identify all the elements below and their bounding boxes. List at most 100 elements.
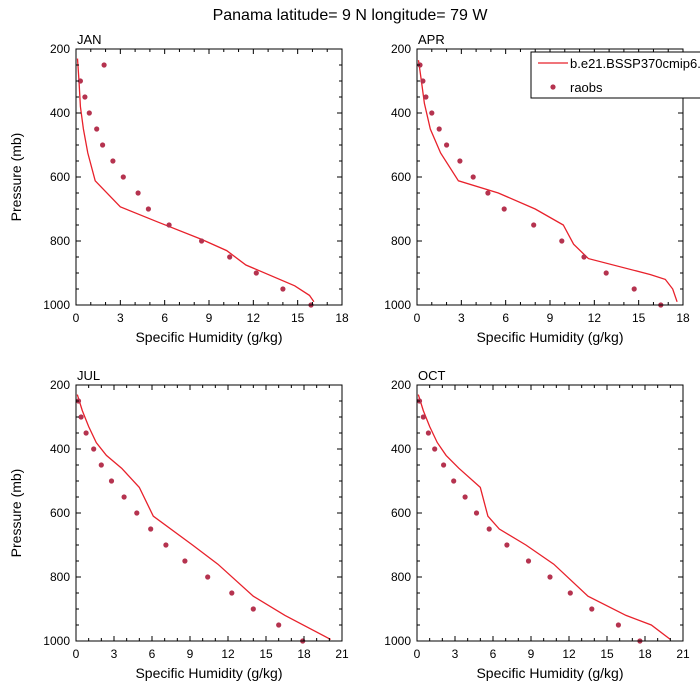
x-tick-label: 6 xyxy=(149,647,156,661)
obs-point xyxy=(525,558,532,564)
y-tick-label: 1000 xyxy=(43,298,70,312)
x-tick-label: 3 xyxy=(452,647,459,661)
obs-point xyxy=(486,526,492,532)
y-tick-label: 400 xyxy=(50,442,70,456)
y-tick-label: 600 xyxy=(50,506,70,520)
obs-point xyxy=(420,414,426,420)
obs-point xyxy=(134,510,140,516)
x-tick-label: 21 xyxy=(335,647,349,661)
x-tick-label: 12 xyxy=(562,647,576,661)
obs-point xyxy=(166,222,172,228)
panel-title: JAN xyxy=(77,32,102,47)
obs-point xyxy=(589,606,595,612)
obs-point xyxy=(457,158,463,164)
obs-point xyxy=(567,590,573,596)
x-tick-label: 18 xyxy=(297,647,311,661)
x-tick-label: 9 xyxy=(547,311,554,325)
x-tick-label: 3 xyxy=(111,647,118,661)
obs-point xyxy=(199,238,205,244)
obs-point xyxy=(86,110,92,116)
obs-point xyxy=(94,126,100,132)
x-tick-label: 18 xyxy=(335,311,349,325)
obs-point xyxy=(451,478,457,484)
y-axis-label: Pressure (mb) xyxy=(8,133,24,222)
obs-point xyxy=(121,494,127,500)
model-line xyxy=(76,394,331,640)
obs-point xyxy=(441,462,447,468)
panel-title: APR xyxy=(418,32,445,47)
obs-point xyxy=(444,142,450,148)
obs-point xyxy=(470,174,476,180)
x-tick-label: 15 xyxy=(259,647,273,661)
panel-apr: 0 3 6 9 12 15 18 200 400 600 800 1000 APR Specific Hu… xyxy=(384,32,690,345)
obs-point xyxy=(280,286,286,292)
y-axis-label: Pressure (mb) xyxy=(8,469,24,558)
y-tick-label: 200 xyxy=(50,42,70,56)
obs-point xyxy=(120,174,126,180)
y-tick-label: 400 xyxy=(50,106,70,120)
x-axis-label: Specific Humidity (g/kg) xyxy=(476,665,623,681)
panel-jul: 0 3 6 9 12 15 18 21 200 400 600 800 1000 JUL Specific … xyxy=(8,368,349,681)
model-line xyxy=(76,58,315,303)
y-tick-label: 400 xyxy=(391,442,411,456)
x-tick-label: 21 xyxy=(676,647,690,661)
obs-point xyxy=(462,494,468,500)
obs-point xyxy=(473,510,480,516)
panel-jan: 0 3 6 9 12 15 18 200 400 600 800 1000 JAN Specific Hu… xyxy=(8,32,349,345)
y-tick-label: 600 xyxy=(391,170,411,184)
obs-point xyxy=(581,254,587,260)
obs-point xyxy=(276,622,282,628)
y-tick-label: 600 xyxy=(50,170,70,184)
obs-point xyxy=(205,574,211,580)
obs-point xyxy=(91,446,97,452)
obs-point xyxy=(83,430,89,436)
x-tick-label: 15 xyxy=(632,311,646,325)
x-axis-label: Specific Humidity (g/kg) xyxy=(135,665,282,681)
x-tick-label: 12 xyxy=(588,311,602,325)
figure-title: Panama latitude= 9 N longitude= 79 W xyxy=(213,7,489,24)
obs-point xyxy=(429,110,435,116)
obs-point xyxy=(531,222,537,228)
y-tick-label: 600 xyxy=(391,506,411,520)
y-tick-label: 1000 xyxy=(384,298,411,312)
y-tick-label: 200 xyxy=(391,378,411,392)
obs-point xyxy=(82,94,88,100)
obs-point xyxy=(163,542,169,548)
obs-point xyxy=(250,606,256,612)
x-tick-label: 12 xyxy=(247,311,261,325)
x-tick-label: 9 xyxy=(187,647,194,661)
obs-point xyxy=(603,270,609,276)
obs-point xyxy=(182,558,188,564)
x-tick-label: 0 xyxy=(414,311,421,325)
x-tick-label: 3 xyxy=(458,311,465,325)
x-tick-label: 12 xyxy=(221,647,235,661)
x-tick-label: 15 xyxy=(291,311,305,325)
obs-point xyxy=(559,238,565,244)
obs-point xyxy=(148,526,154,532)
model-line xyxy=(417,394,671,640)
obs-point xyxy=(420,78,426,84)
y-tick-label: 800 xyxy=(50,234,70,248)
y-tick-label: 1000 xyxy=(384,634,411,648)
obs-point xyxy=(108,478,115,484)
panel-oct: 0 3 6 9 12 15 18 21 200 400 600 800 1000 OCT Specific … xyxy=(384,368,690,681)
legend-model-label: b.e21.BSSP370cmip6. xyxy=(570,56,700,71)
obs-point xyxy=(77,78,83,84)
y-tick-label: 800 xyxy=(391,570,411,584)
obs-point xyxy=(504,542,510,548)
x-tick-label: 0 xyxy=(73,311,80,325)
x-tick-label: 0 xyxy=(414,647,421,661)
obs-point xyxy=(100,142,106,148)
legend-obs-label: raobs xyxy=(570,80,603,95)
y-tick-label: 800 xyxy=(391,234,411,248)
plot-frame xyxy=(75,384,343,642)
obs-point xyxy=(101,62,107,68)
legend-box xyxy=(530,51,700,99)
obs-point xyxy=(253,270,259,276)
legend-obs-swatch xyxy=(550,84,556,90)
obs-point xyxy=(631,286,637,292)
x-tick-label: 6 xyxy=(502,311,509,325)
obs-point xyxy=(135,190,141,196)
x-tick-label: 18 xyxy=(676,311,690,325)
